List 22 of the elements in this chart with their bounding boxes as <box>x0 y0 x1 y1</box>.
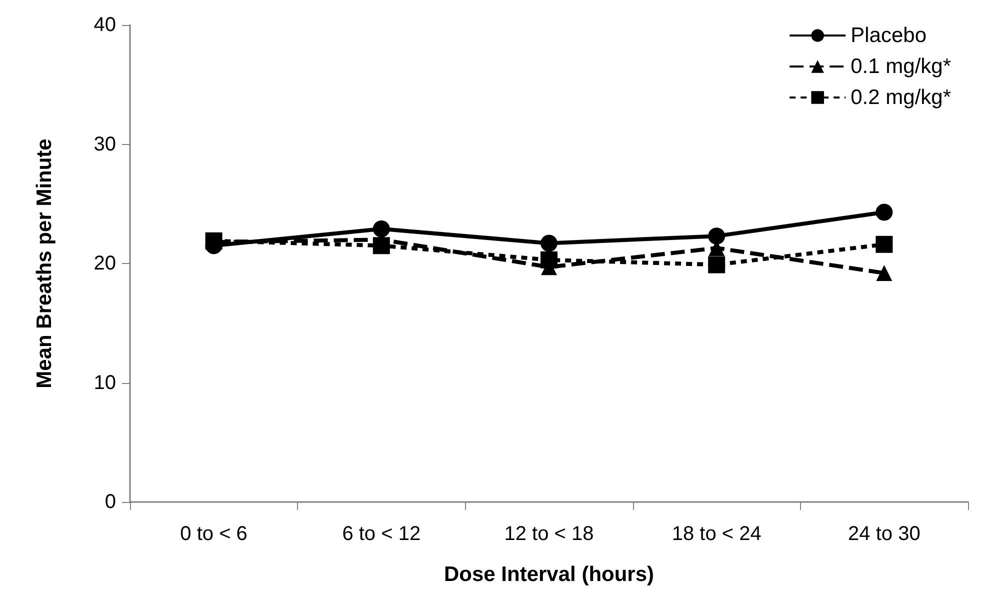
point <box>876 265 892 282</box>
y-tick-label: 30 <box>94 133 116 156</box>
y-tick-label: 40 <box>94 14 116 36</box>
point <box>876 236 893 253</box>
point <box>372 220 390 238</box>
legend-label: 0.2 mg/kg* <box>850 86 952 109</box>
x-axis-title: Dose Interval (hours) <box>444 563 654 586</box>
y-tick-label: 10 <box>94 372 116 394</box>
y-axis-title: Mean Breaths per Minute <box>33 138 56 388</box>
legend-label: 0.1 mg/kg* <box>850 55 952 78</box>
point <box>708 228 726 245</box>
x-tick-label: 24 to 30 <box>848 523 920 545</box>
y-tick-label: 0 <box>104 491 116 513</box>
x-tick-label: 18 to < 24 <box>672 523 762 545</box>
y-tick-label: 20 <box>94 252 116 274</box>
x-tick-label: 0 to < 6 <box>180 523 248 545</box>
point <box>876 204 893 221</box>
point <box>708 256 726 274</box>
x-tick-label: 6 to < 12 <box>342 523 421 545</box>
point <box>540 234 558 252</box>
legend-label: Placebo <box>850 24 927 47</box>
x-tick-label: 12 to < 18 <box>504 523 594 545</box>
